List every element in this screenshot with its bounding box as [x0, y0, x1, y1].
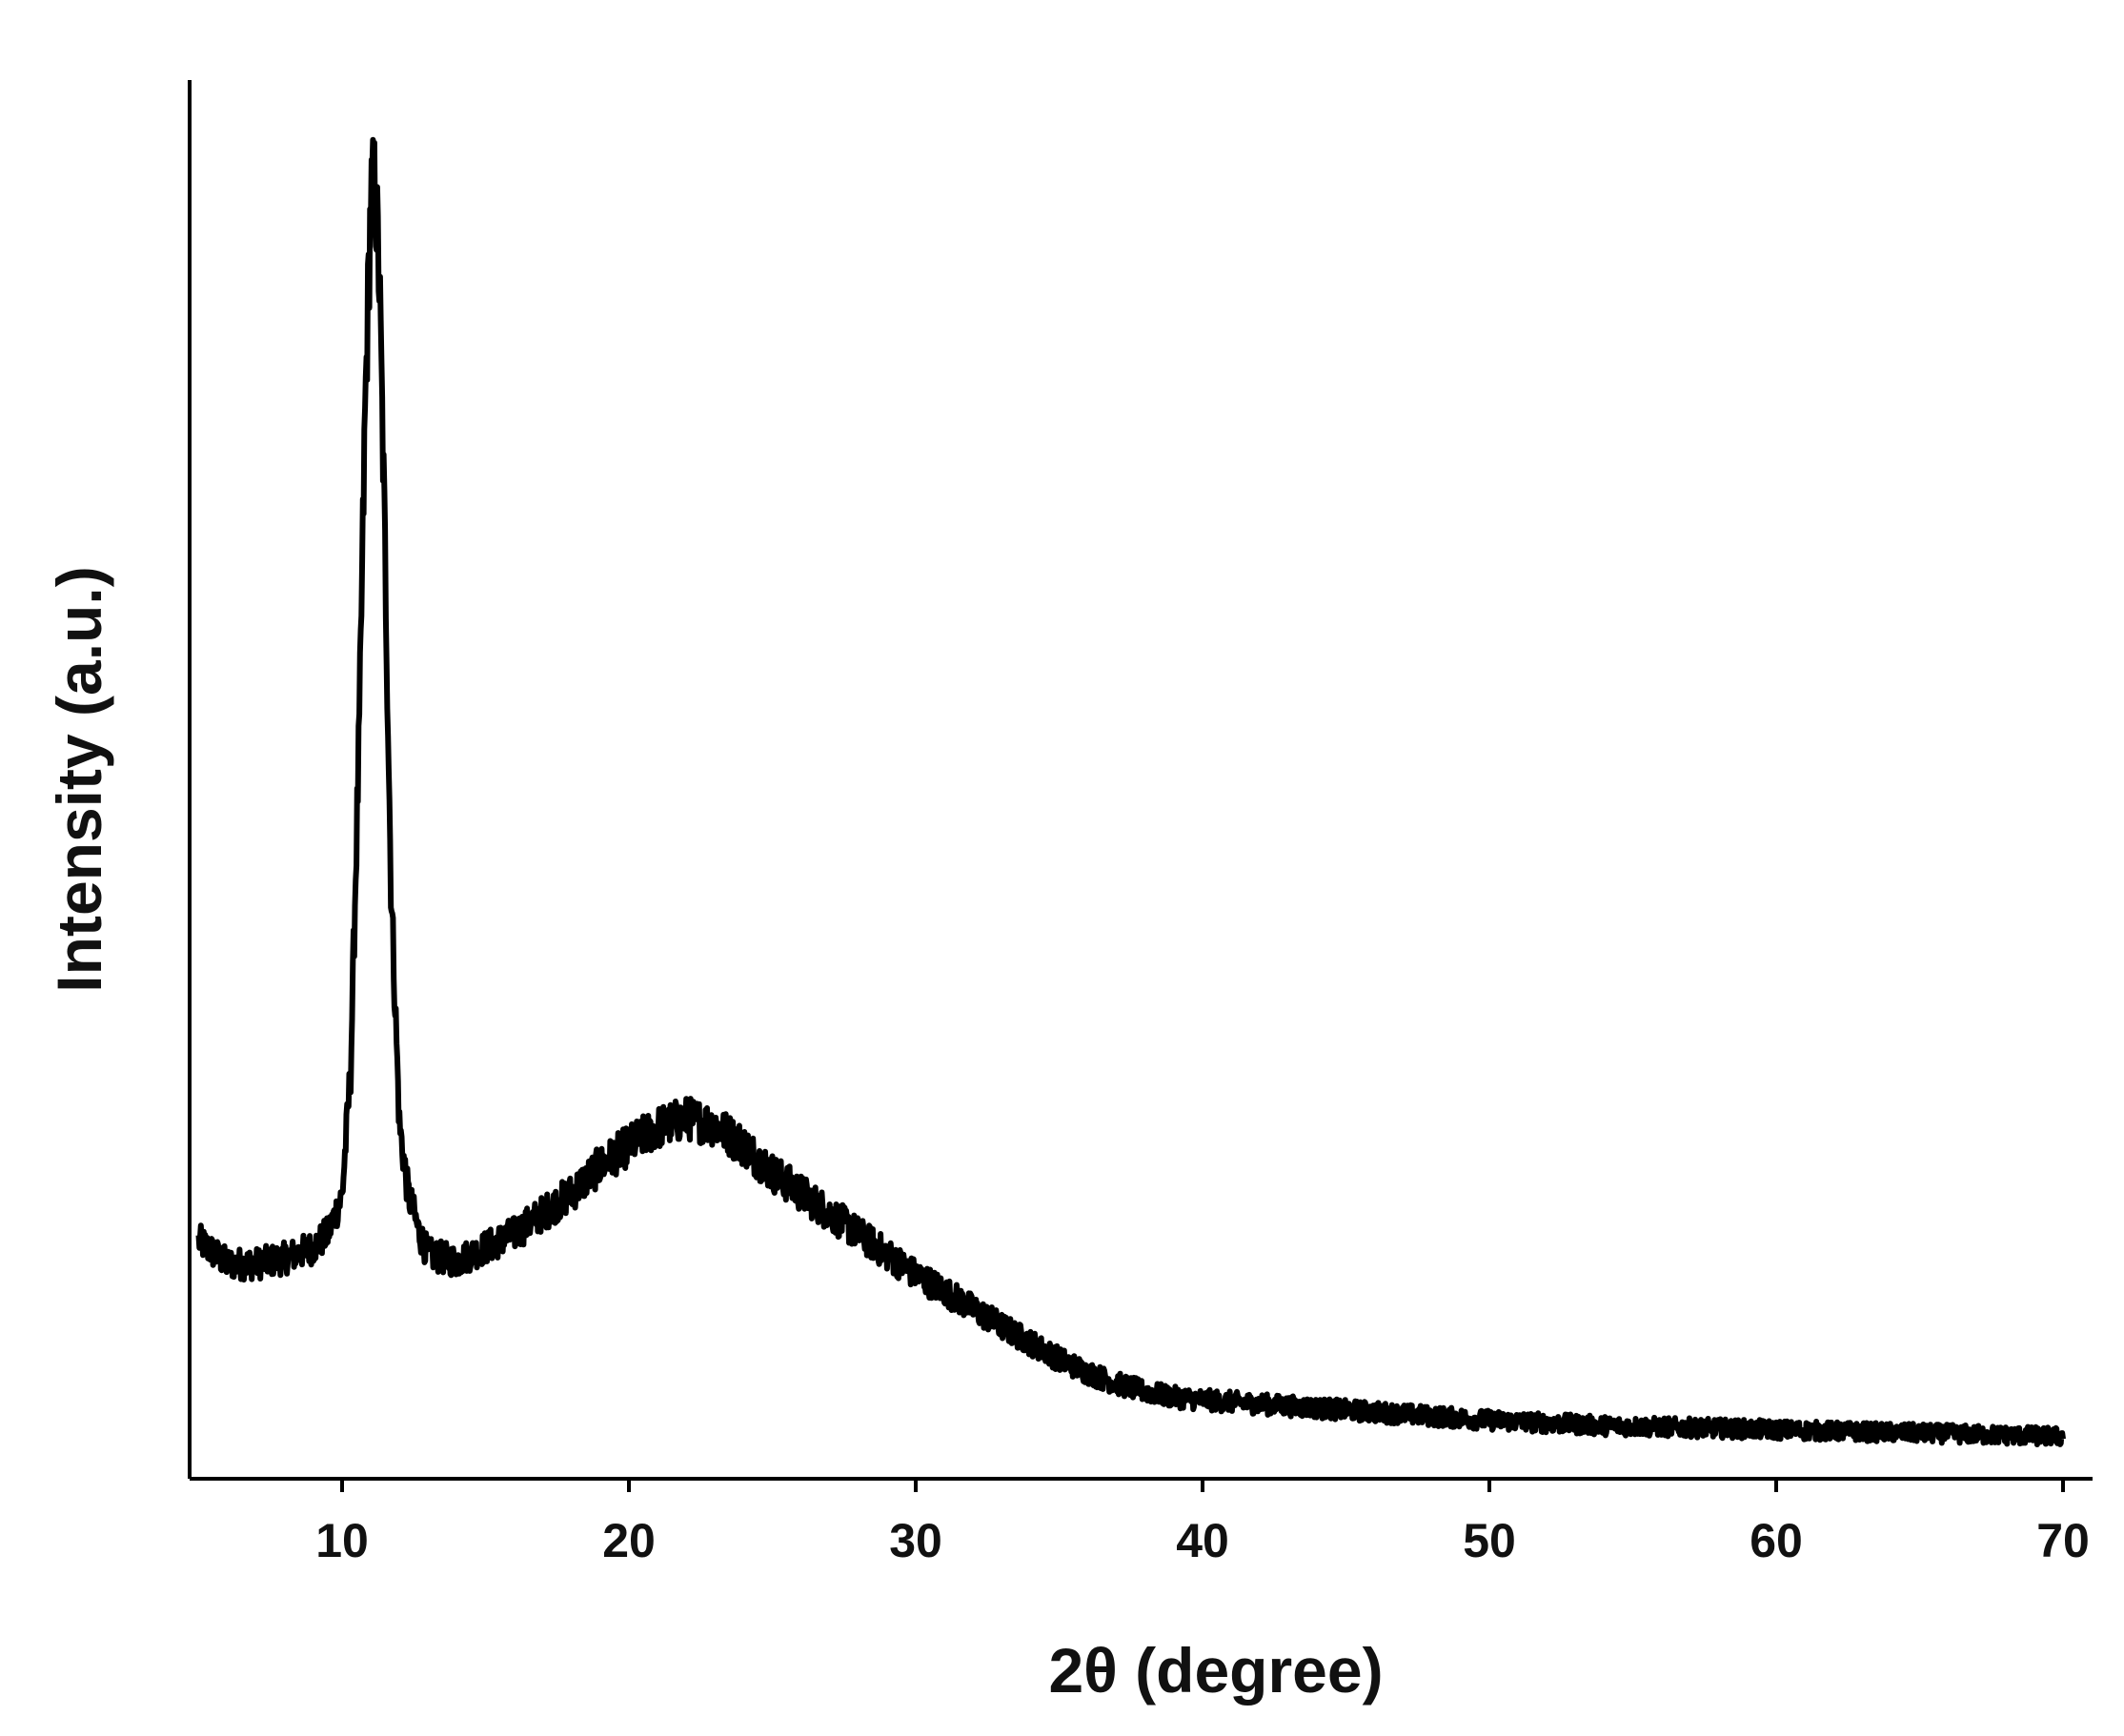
x-tick-label: 40: [1176, 1514, 1229, 1567]
x-tick-label: 10: [315, 1514, 369, 1567]
x-tick-label: 30: [889, 1514, 942, 1567]
plot-area: [195, 136, 2066, 1447]
x-tick-label: 50: [1463, 1514, 1516, 1567]
x-axis-title: 2θ (degree): [1048, 1635, 1383, 1706]
x-tick-label: 60: [1750, 1514, 1803, 1567]
y-axis-title: Intensity (a.u.): [44, 566, 114, 992]
x-axis-ticks: 10 20 30 40 50 60 70: [315, 1479, 2090, 1567]
x-tick-label: 70: [2036, 1514, 2090, 1567]
xrd-series-line: [195, 136, 2066, 1447]
x-tick-label: 20: [602, 1514, 656, 1567]
